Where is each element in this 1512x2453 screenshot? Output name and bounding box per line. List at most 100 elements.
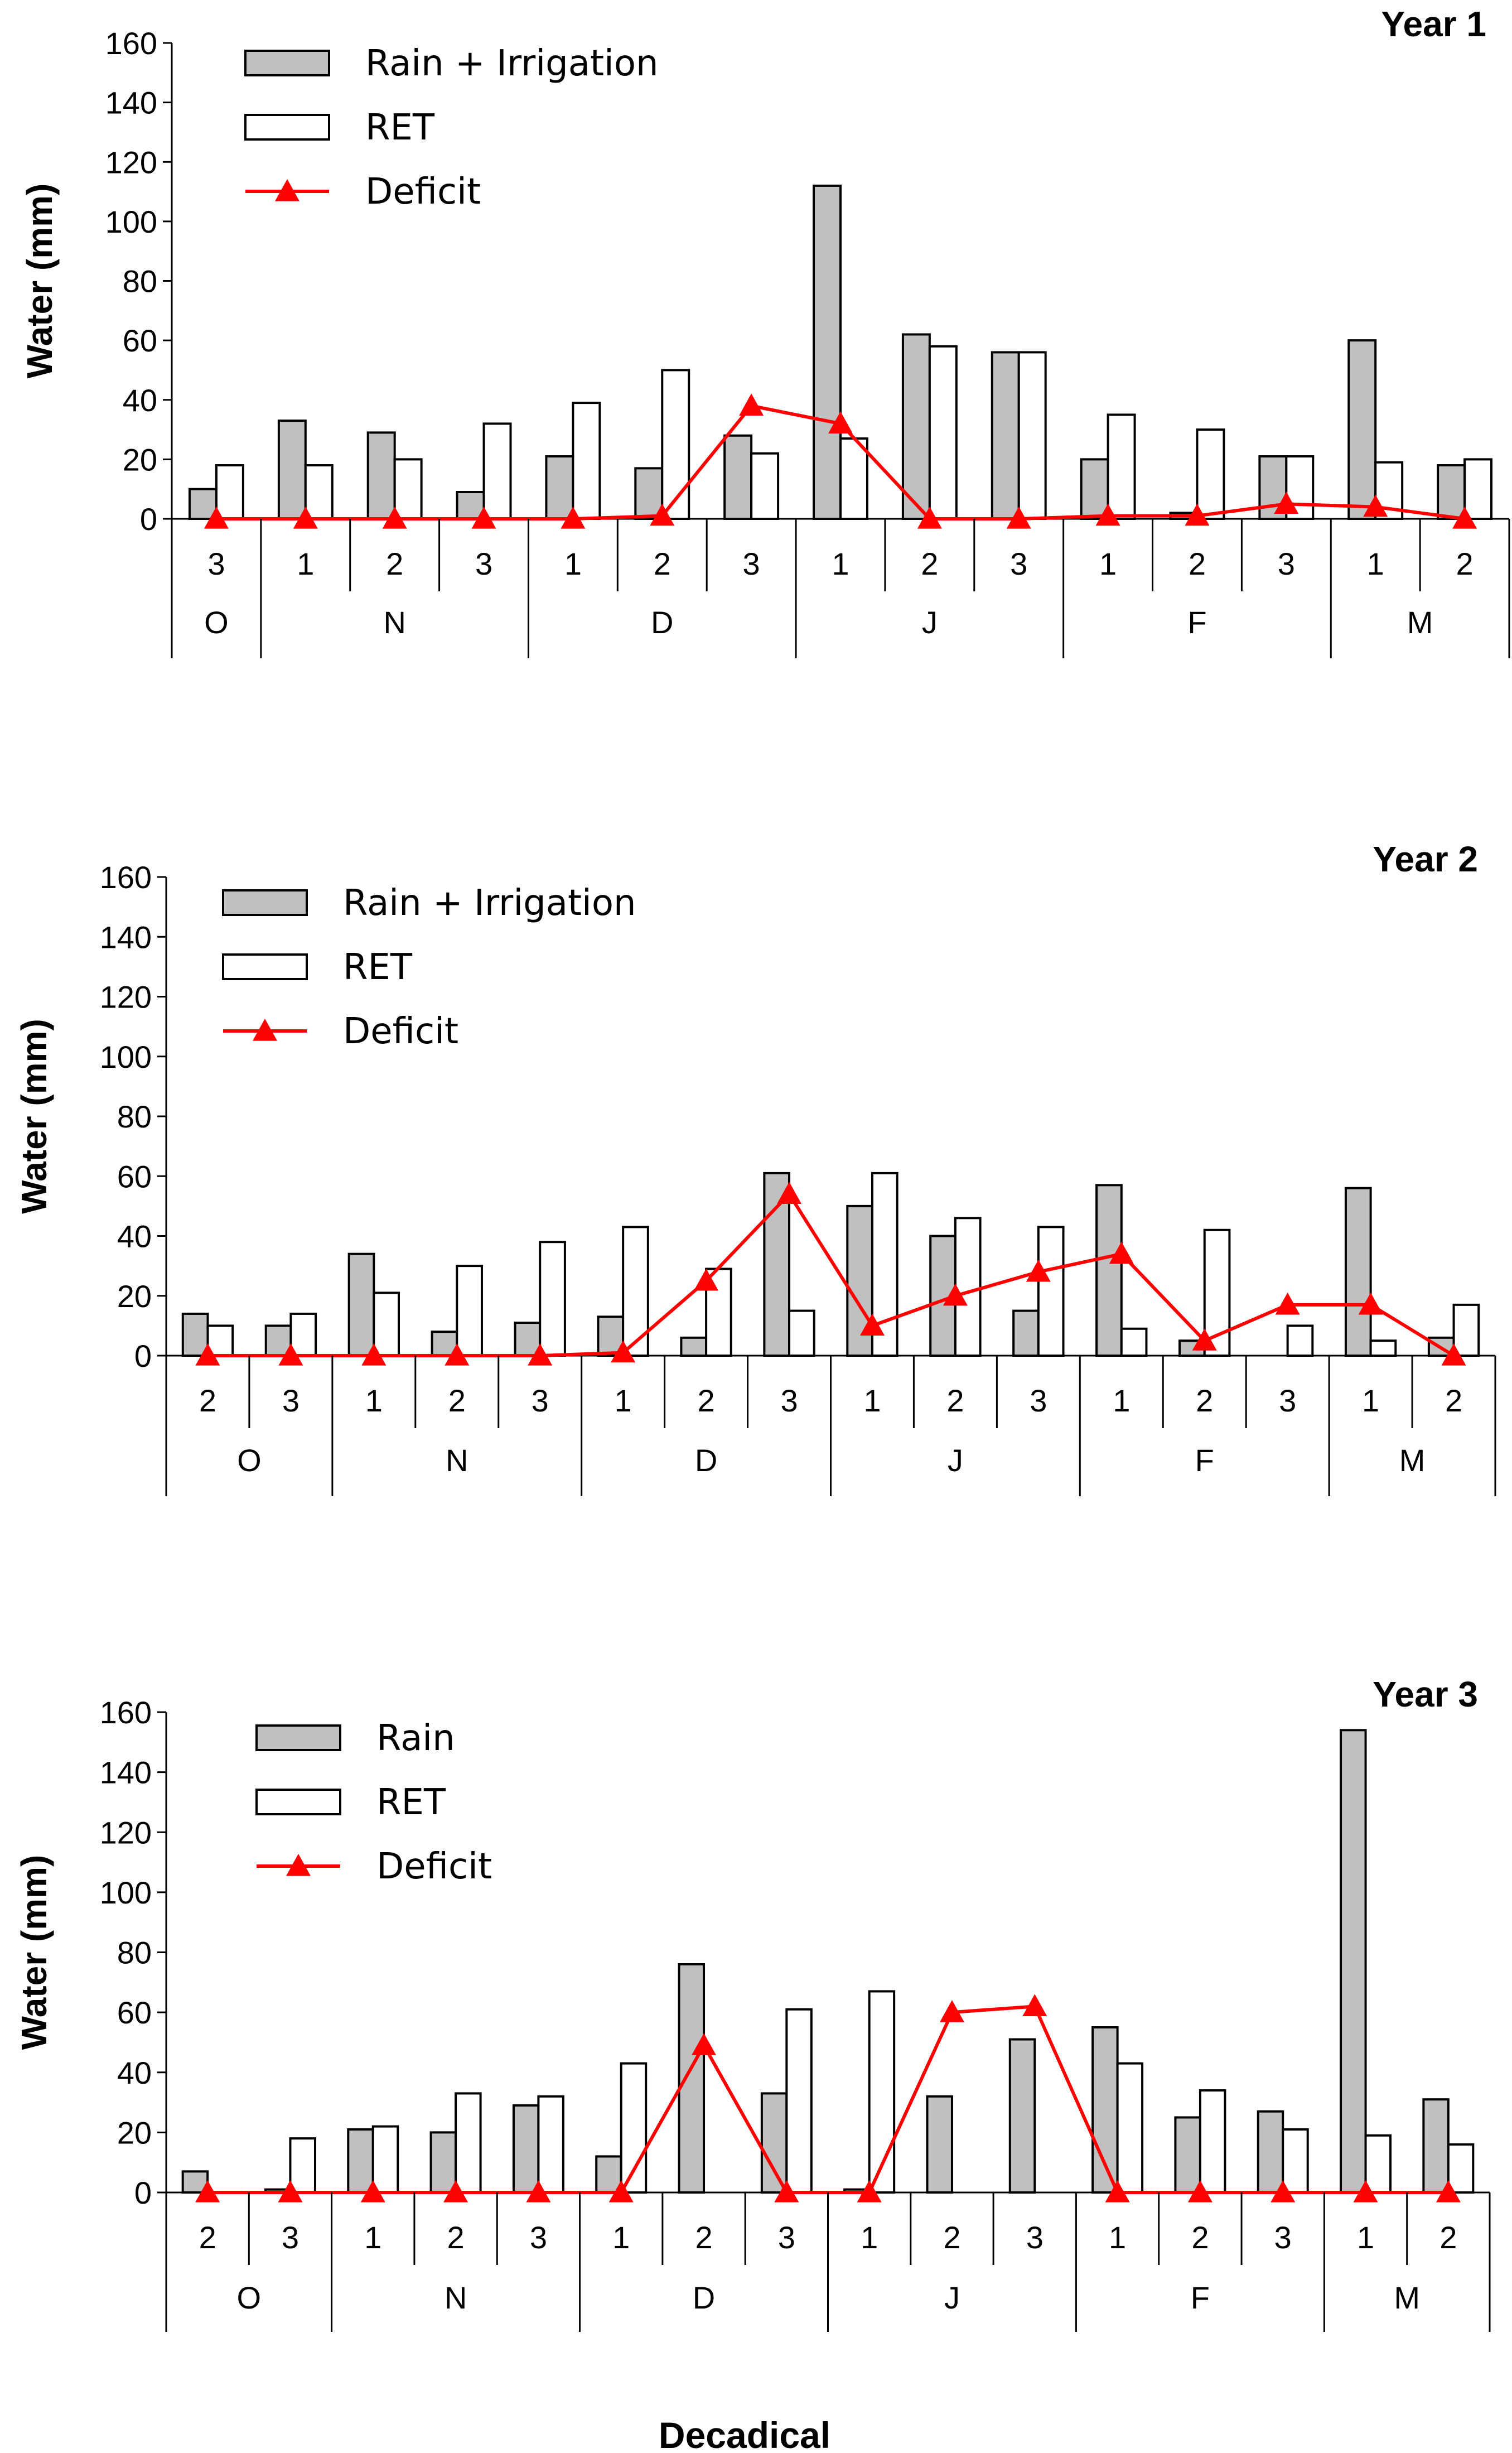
deficit-marker-1	[195, 1343, 220, 1366]
deficit-marker-9	[857, 2180, 882, 2203]
decade-label: 3	[780, 1383, 798, 1418]
chart-panel-1: 0 20 40 60 80 100 120 140 160 Water (mm) 3 1 2 3 1 2 3 1 2…	[20, 4, 1510, 658]
ret-bar-6	[661, 369, 690, 520]
month-label: M	[1407, 605, 1433, 640]
ret-bar-13	[1199, 2089, 1226, 2194]
deficit-marker-2	[293, 507, 318, 529]
decade-label: 1	[1099, 546, 1117, 581]
legend-swatch-ret	[244, 114, 330, 141]
legend-label: RET	[365, 107, 435, 148]
deficit-marker-10	[939, 2000, 964, 2022]
decade-label: 2	[448, 1383, 466, 1418]
y-tick-label: 60	[123, 323, 157, 358]
rain-bar-11	[1012, 1309, 1040, 1357]
deficit-marker-5	[561, 507, 586, 529]
rain-bar-15	[1437, 464, 1466, 520]
deficit-marker-7	[739, 393, 764, 416]
decade-label: 2	[199, 2220, 216, 2255]
decade-label: 3	[778, 2220, 795, 2255]
y-tick-label: 80	[117, 1935, 152, 1970]
y-tick-label: 40	[117, 1219, 152, 1254]
deficit-marker-12	[1105, 2180, 1130, 2203]
legend-label: Rain	[376, 1718, 455, 1759]
month-label: F	[1187, 605, 1206, 640]
decade-label: 2	[199, 1383, 216, 1418]
chart-title: Year 1	[1381, 4, 1486, 44]
x-axis-title: Decadical	[659, 2415, 830, 2453]
decade-label: 2	[1191, 2220, 1209, 2255]
decade-label: 2	[1439, 2220, 1457, 2255]
deficit-marker-8	[828, 411, 853, 433]
deficit-marker-14	[1275, 1292, 1300, 1315]
chart-title: Year 2	[1373, 839, 1478, 879]
decade-label: 1	[1362, 1383, 1379, 1418]
decade-label: 2	[698, 1383, 715, 1418]
rain-bar-14	[1257, 2110, 1284, 2194]
rain-bar-16	[1422, 2098, 1450, 2194]
decade-label: 2	[654, 546, 671, 581]
y-tick-label: 0	[140, 502, 157, 537]
rain-bar-9	[901, 333, 931, 521]
month-label: D	[651, 605, 673, 640]
deficit-marker-4	[445, 1343, 470, 1366]
y-tick-label: 0	[134, 2175, 152, 2210]
decade-label: 1	[863, 1383, 881, 1418]
decade-label: 2	[1189, 546, 1206, 581]
decade-label: 1	[612, 2220, 630, 2255]
decade-label: 3	[207, 546, 225, 581]
deficit-marker-6	[650, 503, 675, 526]
rain-bar-10	[991, 351, 1020, 520]
decade-label: 2	[447, 2220, 465, 2255]
deficit-marker-8	[777, 1182, 802, 1204]
y-tick-label: 120	[105, 144, 157, 180]
y-tick-label: 100	[105, 204, 157, 239]
deficit-marker-2	[278, 2180, 303, 2203]
decade-label: 1	[365, 1383, 383, 1418]
deficit-marker-1	[204, 507, 229, 529]
ret-bar-5	[537, 2095, 564, 2194]
rain-bar-7	[723, 434, 753, 520]
y-tick-label: 140	[100, 1755, 152, 1790]
month-label: D	[695, 1443, 717, 1478]
rain-bar-7	[678, 1963, 706, 2194]
ret-bar-5	[572, 402, 601, 520]
deficit-marker-14	[1363, 494, 1388, 517]
decade-label: 1	[1357, 2220, 1374, 2255]
month-label: J	[948, 1443, 963, 1478]
decade-label: 2	[386, 546, 403, 581]
ret-bar-3	[371, 2125, 399, 2194]
decade-label: 3	[532, 1383, 549, 1418]
rain-bar-2	[277, 420, 307, 520]
month-label: N	[445, 2280, 467, 2315]
ret-bar-16	[1447, 2143, 1475, 2194]
decade-label: 3	[1274, 2220, 1292, 2255]
rain-bar-1	[181, 1312, 209, 1357]
month-label: D	[693, 2280, 715, 2315]
ret-bar-4	[455, 2092, 482, 2194]
deficit-marker-13	[1187, 2180, 1213, 2203]
y-tick-label: 40	[123, 383, 157, 418]
legend-swatch-rain	[222, 889, 308, 916]
decade-label: 1	[861, 2220, 878, 2255]
legend-swatch-deficit-marker	[286, 1854, 311, 1876]
decade-label: 2	[946, 1383, 964, 1418]
decade-label: 1	[615, 1383, 632, 1418]
y-tick-label: 40	[117, 2055, 152, 2090]
deficit-marker-11	[1095, 503, 1120, 526]
ret-bar-10	[954, 1217, 982, 1357]
month-label: J	[922, 605, 938, 640]
ret-bar-4	[456, 1265, 483, 1357]
chart-panel-3: 0 20 40 60 80 100 120 140 160 Water (mm) 2 3 1 2 3 1 2 3 1…	[14, 1674, 1491, 2332]
decade-label: 3	[530, 2220, 547, 2255]
decade-label: 2	[1196, 1383, 1213, 1418]
rain-bar-3	[347, 2128, 374, 2194]
decade-label: 3	[1279, 1383, 1296, 1418]
y-tick-label: 160	[105, 26, 157, 61]
legend-swatch-deficit-marker	[275, 179, 299, 201]
month-label: F	[1195, 1443, 1214, 1478]
chart-title: Year 3	[1373, 1674, 1478, 1714]
deficit-marker-13	[1274, 491, 1299, 514]
y-tick-label: 100	[100, 1875, 152, 1910]
deficit-marker-10	[1006, 507, 1031, 529]
